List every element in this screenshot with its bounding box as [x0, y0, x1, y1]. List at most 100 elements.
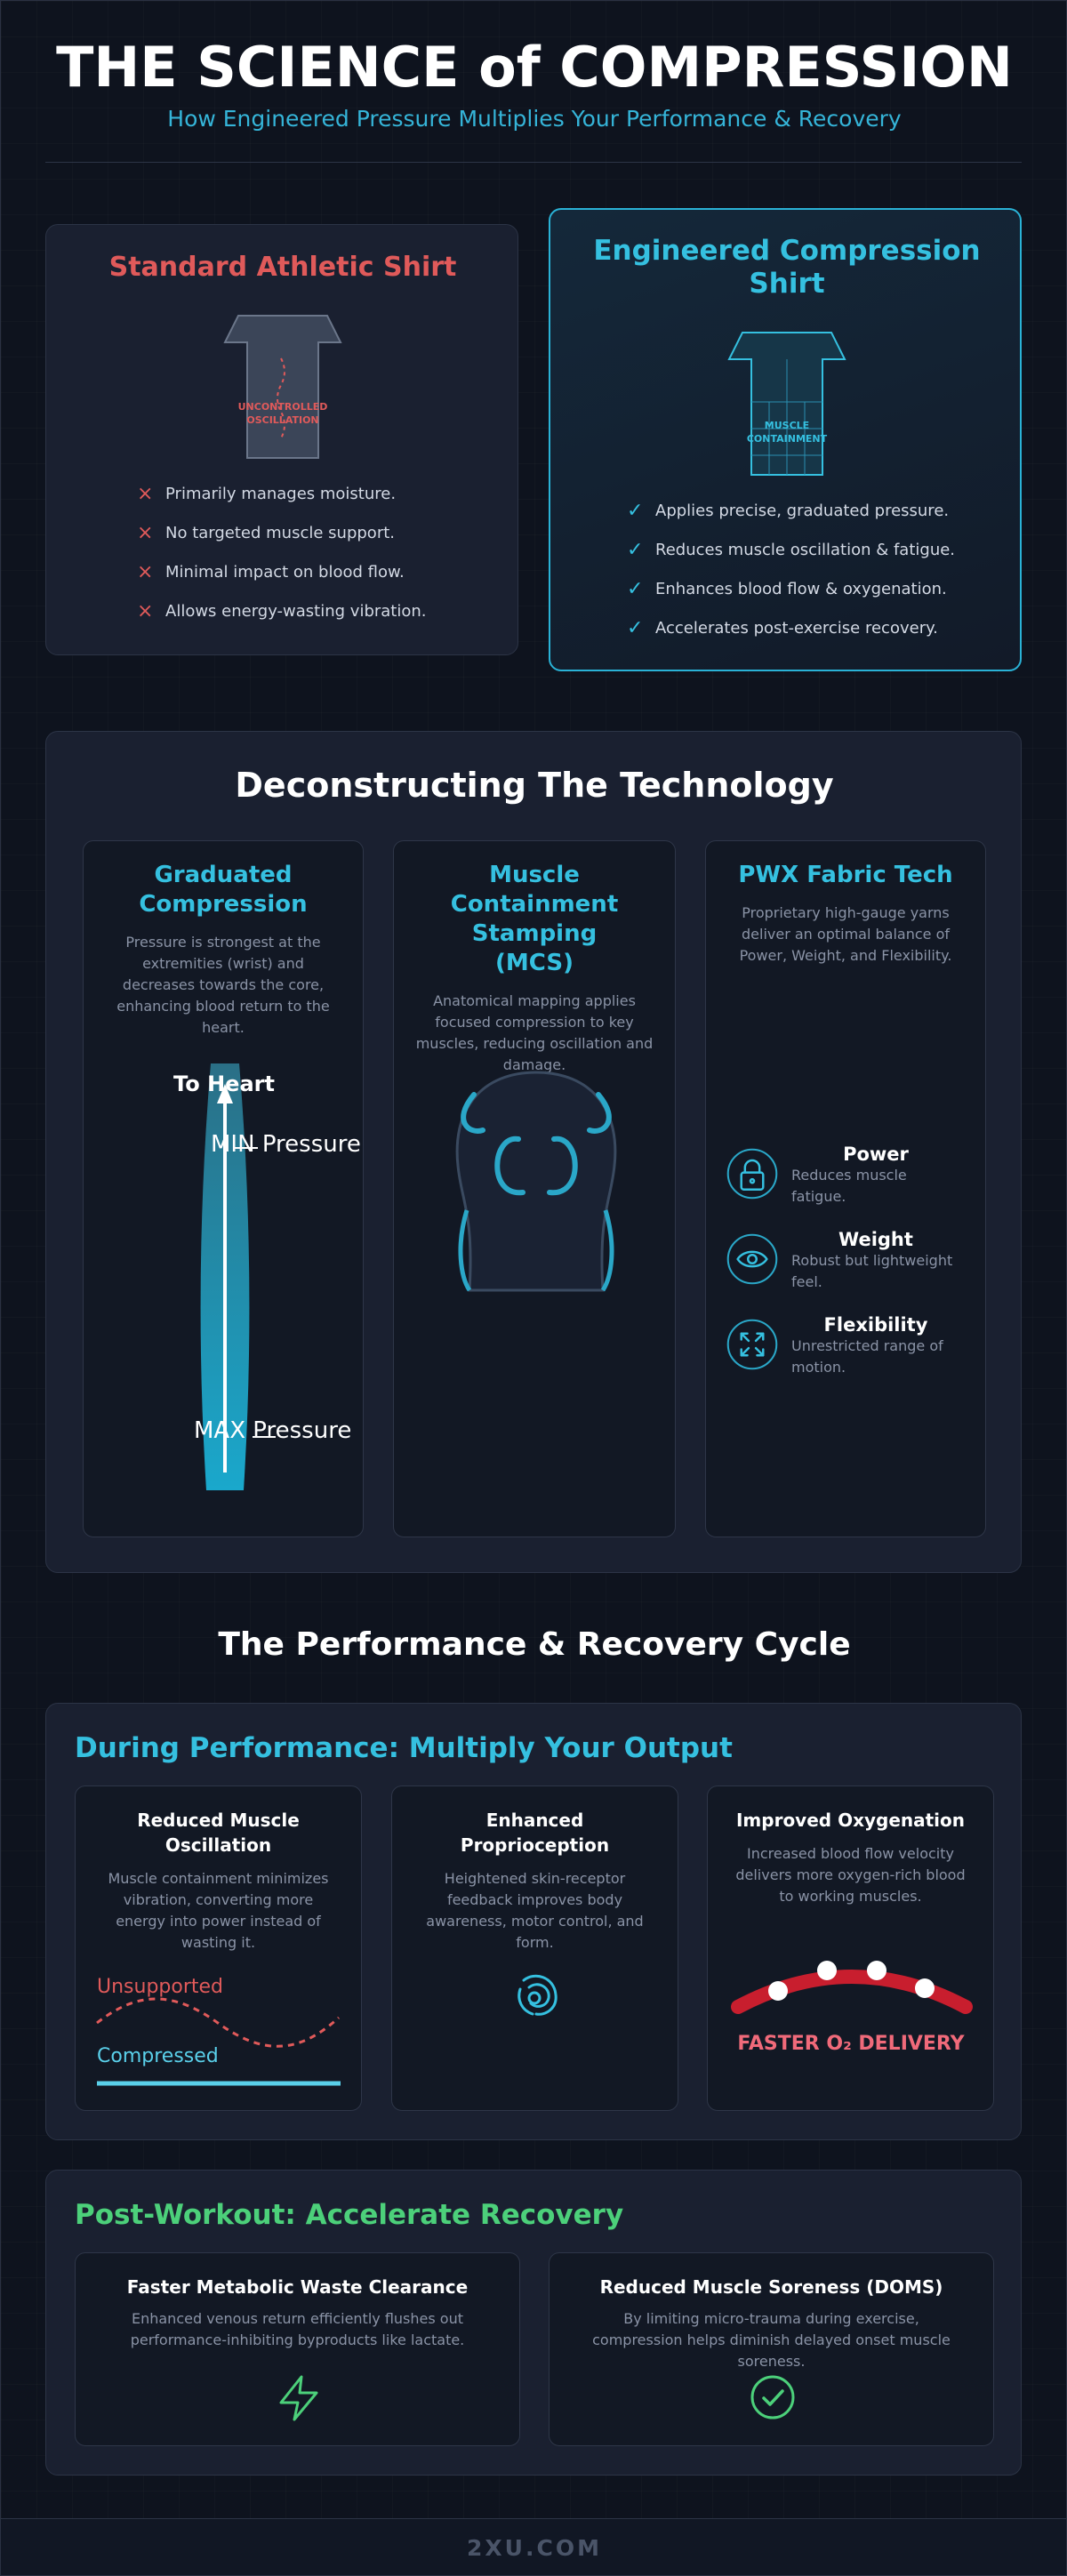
list-item: × No targeted muscle support. — [137, 513, 427, 552]
diagram-label: MIN Pressure — [211, 1131, 361, 1158]
recovery-panel: Post-Workout: Accelerate Recovery Faster… — [45, 2170, 1022, 2476]
feature-icon — [726, 1319, 778, 1370]
technology-section: Deconstructing The Technology Graduated … — [45, 731, 1022, 1573]
footer: 2XU.COM — [1, 2518, 1066, 2575]
performance-panel: During Performance: Multiply Your Output… — [45, 1703, 1022, 2140]
list-item: ✓ Applies precise, graduated pressure. — [627, 491, 955, 530]
oscillation-diagram: Unsupported Compressed — [96, 1976, 341, 2086]
shirt-label: CONTAINMENT — [747, 433, 828, 445]
feature-name: Flexibility — [823, 1314, 928, 1336]
shirt-icon: MUSCLE CONTAINMENT — [727, 332, 846, 476]
feature-desc: Reduces muscle fatigue. — [791, 1167, 907, 1205]
item-text: Primarily manages moisture. — [165, 484, 397, 503]
card-text: Muscle containment minimizes vibration, … — [108, 1870, 329, 1951]
shirt-label: OSCILLATION — [246, 414, 318, 426]
benefit-card: Reduced Muscle Oscillation Muscle contai… — [75, 1786, 362, 2111]
bullet-icon: × — [137, 482, 154, 505]
standard-card: Standard Athletic Shirt UNCONTROLLED OSC… — [45, 224, 518, 655]
column-title: PWX Fabric Tech — [738, 862, 953, 888]
shirt-icon: UNCONTROLLED OSCILLATION — [223, 315, 342, 459]
pressure-diagram: To Heart MIN Pressure MAX Pressure — [173, 1063, 361, 1490]
card-title: Reduced Muscle Oscillation — [137, 1810, 300, 1856]
card-title: Enhanced Proprioception — [460, 1810, 610, 1856]
list-item: × Primarily manages moisture. — [137, 474, 427, 513]
list-item: × Allows energy-wasting vibration. — [137, 591, 427, 630]
diagram-label: FASTER O₂ DELIVERY — [737, 2033, 965, 2055]
list-item: × Minimal impact on blood flow. — [137, 552, 427, 591]
item-text: Reduces muscle oscillation & fatigue. — [655, 540, 956, 559]
diagram-label: Unsupported — [97, 1976, 223, 1998]
tech-column: PWX Fabric Tech Proprietary high-gauge y… — [705, 840, 986, 1537]
item-text: Allows energy-wasting vibration. — [165, 601, 427, 621]
fingerprint-icon — [517, 1974, 558, 2016]
feature-text: Weight Robust but lightweight feel. — [791, 1229, 960, 1293]
card-title: Engineered Compression Shirt — [593, 235, 981, 300]
check-icon — [750, 2375, 795, 2420]
diagram-label: To Heart — [173, 1071, 275, 1096]
diagram-label: Compressed — [97, 2045, 219, 2067]
section-title: The Performance & Recovery Cycle — [218, 1626, 851, 1663]
feature-icon — [726, 1233, 778, 1285]
card-text: Enhanced venous return efficiently flush… — [130, 2310, 465, 2348]
list-item: ✓ Reduces muscle oscillation & fatigue. — [627, 530, 955, 569]
benefit-card: Enhanced Proprioception Heightened skin-… — [391, 1786, 678, 2111]
column-text: Proprietary high-gauge yarns deliver an … — [739, 904, 952, 964]
tech-column: Graduated Compression Pressure is strong… — [83, 840, 364, 1537]
item-text: Enhances blood flow & oxygenation. — [655, 579, 947, 598]
feature-list: Power Reduces muscle fatigue. Weight Robust… — [726, 1144, 975, 1403]
feature-desc: Robust but lightweight feel. — [791, 1252, 953, 1290]
benefit-card: Reduced Muscle Soreness (DOMS) By limiti… — [549, 2252, 994, 2446]
column-text: Pressure is strongest at the extremities… — [116, 934, 330, 1036]
column-title: Muscle Containment Stamping (MCS) — [450, 862, 619, 976]
benefit-card: Faster Metabolic Waste Clearance Enhance… — [75, 2252, 520, 2446]
benefit-card: Improved Oxygenation Increased blood flo… — [707, 1786, 994, 2111]
bullet-icon: × — [137, 599, 154, 622]
panel-title: During Performance: Multiply Your Output — [75, 1732, 733, 1764]
bullet-icon: ✓ — [627, 538, 644, 561]
card-text: Increased blood flow velocity delivers m… — [735, 1845, 966, 1905]
divider — [45, 162, 1022, 163]
feature-row: Power Reduces muscle fatigue. — [726, 1144, 975, 1232]
item-text: No targeted muscle support. — [165, 523, 395, 542]
column-text: Anatomical mapping applies focused compr… — [415, 992, 654, 1073]
card-title: Improved Oxygenation — [735, 1810, 966, 1831]
section-title: Deconstructing The Technology — [235, 766, 834, 805]
feature-text: Flexibility Unrestricted range of motion. — [791, 1314, 960, 1378]
footer-text: 2XU.COM — [467, 2535, 602, 2561]
list-item: ✓ Accelerates post-exercise recovery. — [627, 608, 955, 647]
card-text: Heightened skin-receptor feedback improv… — [426, 1870, 644, 1951]
subtitle: How Engineered Pressure Multiplies Your … — [167, 106, 902, 132]
card-title: Standard Athletic Shirt — [108, 252, 457, 283]
feature-name: Power — [843, 1144, 909, 1165]
feature-name: Weight — [838, 1229, 913, 1250]
feature-row: Weight Robust but lightweight feel. — [726, 1229, 975, 1318]
card-text: By limiting micro-trauma during exercise… — [592, 2310, 951, 2370]
feature-list: × Primarily manages moisture. × No targeted… — [137, 474, 427, 630]
tech-column: Muscle Containment Stamping (MCS) Anatom… — [393, 840, 676, 1537]
item-text: Accelerates post-exercise recovery. — [655, 618, 938, 638]
shirt-label: MUSCLE — [765, 420, 809, 431]
engineered-card: Engineered Compression Shirt MUSCLE CONT… — [549, 208, 1022, 671]
column-title: Graduated Compression — [139, 862, 308, 918]
feature-row: Flexibility Unrestricted range of motion. — [726, 1314, 975, 1403]
feature-list: ✓ Applies precise, graduated pressure. ✓ Re… — [627, 491, 955, 647]
feature-desc: Unrestricted range of motion. — [791, 1337, 943, 1376]
muscle-diagram — [455, 1071, 617, 1292]
title: THE SCIENCE of COMPRESSION — [56, 35, 1013, 100]
bullet-icon: ✓ — [627, 577, 644, 600]
bullet-icon: ✓ — [627, 499, 644, 522]
item-text: Minimal impact on blood flow. — [165, 562, 405, 582]
feature-text: Power Reduces muscle fatigue. — [791, 1144, 960, 1208]
item-text: Applies precise, graduated pressure. — [655, 501, 950, 520]
oxygen-diagram: FASTER O₂ DELIVERY — [731, 1961, 973, 2055]
bullet-icon: ✓ — [627, 616, 644, 639]
diagram-label: MAX Pressure — [194, 1417, 351, 1444]
card-title: Reduced Muscle Soreness (DOMS) — [599, 2276, 943, 2298]
list-item: ✓ Enhances blood flow & oxygenation. — [627, 569, 955, 608]
bullet-icon: × — [137, 521, 154, 544]
card-title: Faster Metabolic Waste Clearance — [126, 2276, 469, 2298]
shirt-label: UNCONTROLLED — [238, 401, 328, 413]
bolt-icon — [279, 2375, 318, 2421]
